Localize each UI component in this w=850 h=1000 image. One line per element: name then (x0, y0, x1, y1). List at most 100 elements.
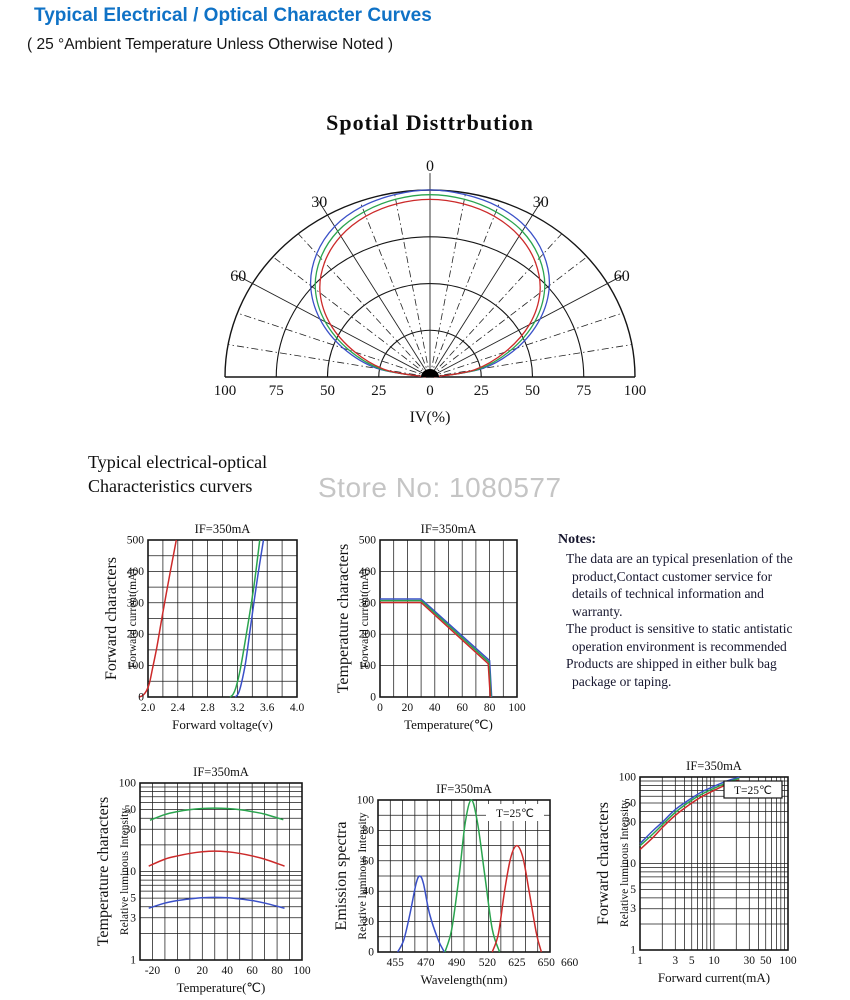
svg-text:Forward voltage(v): Forward voltage(v) (172, 717, 273, 732)
svg-text:75: 75 (576, 383, 591, 399)
svg-text:10: 10 (125, 866, 137, 878)
svg-text:100: 100 (214, 383, 237, 399)
temperature-luminous-intensity-chart: -20 0 20 40 60 80 100 1 3 5 10 30 50 100 IF=350mA Tempe… (78, 756, 318, 998)
temperature-vs-luminous-intensity-svg: -20 0 20 40 60 80 100 1 3 5 10 30 50 100 IF=350mA Tempe… (95, 765, 311, 995)
svg-text:200: 200 (359, 629, 377, 641)
notes-block: Notes: The data are an typical presenlat… (558, 531, 802, 691)
svg-text:100: 100 (624, 383, 647, 399)
svg-text:500: 500 (359, 535, 377, 547)
svg-text:5: 5 (130, 893, 136, 905)
svg-text:3.2: 3.2 (230, 702, 245, 714)
svg-text:400: 400 (359, 566, 377, 578)
svg-text:60: 60 (614, 268, 630, 285)
svg-text:30: 30 (311, 194, 327, 211)
svg-text:Relative luminous Intensity: Relative luminous Intensity (119, 808, 131, 935)
svg-text:50: 50 (760, 955, 772, 967)
svg-text:20: 20 (363, 916, 375, 928)
svg-text:455: 455 (387, 957, 405, 969)
svg-text:Temperature characters: Temperature characters (335, 544, 352, 693)
svg-text:Forward current(mA): Forward current(mA) (359, 569, 371, 668)
svg-text:Temperature characters: Temperature characters (95, 797, 112, 946)
note-item: The data are an typical presenlation of … (566, 551, 793, 619)
forward-voltage-characteristics-svg: 2.0 2.4 2.8 3.2 3.6 4.0 0 100 200 300 400 500 IF=350… (103, 522, 305, 732)
svg-text:IV(%): IV(%) (410, 409, 451, 426)
spatial-distribution-svg: 0 30 30 60 60 100 75 50 25 0 25 50 75 100 IV(%) (214, 158, 647, 426)
svg-text:400: 400 (127, 566, 145, 578)
svg-text:25: 25 (371, 383, 386, 399)
svg-text:IF=350mA: IF=350mA (193, 765, 249, 779)
svg-text:75: 75 (269, 383, 284, 399)
section-heading-line2: Characteristics curvers (88, 475, 253, 496)
svg-text:1: 1 (637, 955, 643, 967)
forward-voltage-chart: 2.0 2.4 2.8 3.2 3.6 4.0 0 100 200 300 400 500 IF=350… (85, 520, 320, 735)
svg-text:0: 0 (377, 702, 383, 714)
emission-spectra-svg: 455 470 490 520 625 650 660 0 20 40 60 80 100 IF=350m… (333, 782, 579, 987)
svg-text:100: 100 (293, 965, 311, 977)
svg-text:60: 60 (230, 268, 246, 285)
svg-text:625: 625 (508, 957, 526, 969)
svg-text:Forward current(mA): Forward current(mA) (127, 569, 139, 668)
page-title: Typical Electrical / Optical Character C… (34, 5, 432, 26)
svg-text:10: 10 (708, 955, 720, 967)
svg-text:Emission spectra: Emission spectra (333, 822, 350, 931)
svg-text:2.8: 2.8 (200, 702, 215, 714)
svg-text:300: 300 (359, 597, 377, 609)
svg-text:0: 0 (138, 692, 144, 704)
svg-text:0: 0 (368, 947, 374, 959)
svg-text:1: 1 (630, 945, 636, 957)
svg-text:20: 20 (402, 702, 414, 714)
svg-text:80: 80 (363, 825, 375, 837)
svg-text:5: 5 (630, 884, 636, 896)
svg-text:100: 100 (508, 702, 526, 714)
svg-text:3: 3 (130, 912, 136, 924)
svg-text:60: 60 (363, 855, 375, 867)
notes-heading: Notes: (558, 532, 597, 547)
svg-text:80: 80 (271, 965, 283, 977)
svg-text:660: 660 (561, 957, 579, 969)
svg-text:Wavelength(nm): Wavelength(nm) (420, 972, 507, 987)
svg-text:30: 30 (625, 817, 637, 829)
svg-text:10: 10 (625, 858, 637, 870)
svg-text:100: 100 (359, 660, 377, 672)
svg-text:4.0: 4.0 (290, 702, 305, 714)
svg-text:Temperature(℃): Temperature(℃) (404, 717, 493, 732)
svg-text:500: 500 (127, 535, 145, 547)
svg-text:Temperature(℃): Temperature(℃) (177, 980, 266, 995)
svg-text:IF=350mA: IF=350mA (436, 782, 492, 796)
svg-text:40: 40 (221, 965, 233, 977)
svg-text:Relative luminous Intensity: Relative luminous Intensity (619, 800, 631, 927)
forward-current-luminous-intensity-chart: 1 3 5 10 30 50 100 1 3 5 10 30 50 100 IF=350mA Forward … (595, 752, 820, 986)
svg-text:3: 3 (630, 903, 636, 915)
svg-text:100: 100 (779, 955, 797, 967)
svg-text:470: 470 (417, 957, 435, 969)
svg-text:50: 50 (320, 383, 335, 399)
spatial-distribution-chart: 0 30 30 60 60 100 75 50 25 0 25 50 75 100 IV(%) (140, 158, 720, 432)
svg-text:50: 50 (525, 383, 540, 399)
svg-text:40: 40 (363, 886, 375, 898)
section-heading-line1: Typical electrical-optical (88, 452, 268, 472)
svg-text:Forward current(mA): Forward current(mA) (658, 970, 770, 985)
store-watermark: Store No: 1080577 (318, 472, 562, 503)
svg-text:200: 200 (127, 629, 145, 641)
svg-text:100: 100 (357, 795, 375, 807)
svg-text:50: 50 (125, 804, 137, 816)
page-subtitle: ( 25 °Ambient Temperature Unless Otherwi… (27, 36, 394, 53)
svg-text:-20: -20 (145, 965, 161, 977)
forward-current-vs-luminous-intensity-svg: 1 3 5 10 30 50 100135103050100IF=350mAForward … (595, 759, 797, 985)
svg-text:Forward characters: Forward characters (595, 802, 612, 925)
svg-text:20: 20 (197, 965, 209, 977)
svg-text:30: 30 (744, 955, 756, 967)
polar-chart-title: Spotial Disttrbution (326, 110, 534, 135)
svg-text:T=25℃: T=25℃ (734, 785, 772, 797)
svg-text:100: 100 (619, 772, 637, 784)
svg-text:0: 0 (370, 692, 376, 704)
note-item: The product is sensitive to static antis… (566, 621, 793, 654)
svg-text:3.6: 3.6 (260, 702, 275, 714)
svg-text:60: 60 (246, 965, 258, 977)
svg-text:5: 5 (689, 955, 695, 967)
svg-text:Forward characters: Forward characters (103, 557, 120, 680)
svg-text:T=25℃: T=25℃ (496, 808, 534, 820)
svg-text:100: 100 (127, 660, 145, 672)
temperature-derating-chart: 0 20 40 60 80 100 0 100 200 300 400 500 IF=350mA Temp… (318, 520, 553, 735)
